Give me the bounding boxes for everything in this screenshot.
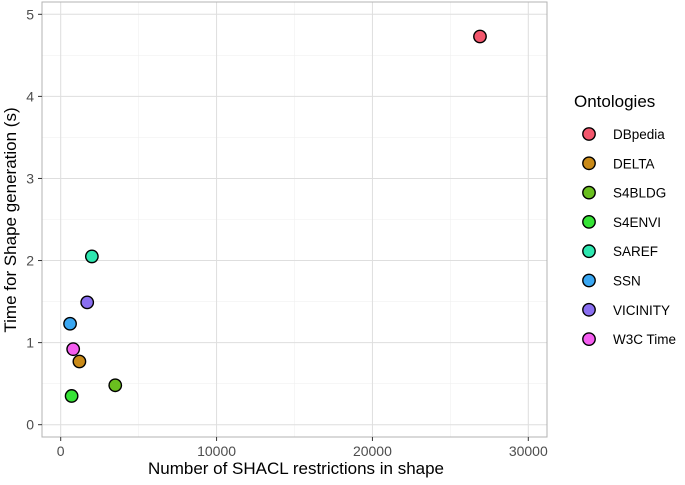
legend-label: DELTA xyxy=(613,156,655,171)
legend-item: DBpedia xyxy=(582,127,665,142)
legend-label: DBpedia xyxy=(613,127,665,142)
point-saref xyxy=(84,249,99,264)
legend-swatch xyxy=(582,214,596,229)
y-tick-label: 3 xyxy=(26,170,34,186)
legend-item: S4ENVI xyxy=(582,214,661,230)
legend-swatch xyxy=(582,244,596,259)
y-tick-label: 0 xyxy=(26,417,34,433)
legend-item: VICINITY xyxy=(582,302,670,318)
x-tick-label: 0 xyxy=(57,443,65,459)
legend-items: DBpedia DELTA S4BLDG S4ENVI SAREF SSN VICINITY… xyxy=(582,127,676,347)
legend-label: S4BLDG xyxy=(613,186,666,201)
y-tick-label: 4 xyxy=(26,88,34,104)
legend-item: SSN xyxy=(582,273,641,289)
y-tick-label: 2 xyxy=(26,253,34,269)
legend-title: Ontologies xyxy=(574,92,655,111)
legend-label: S4ENVI xyxy=(613,215,661,230)
legend-label: SAREF xyxy=(613,244,658,259)
x-tick-label: 10000 xyxy=(197,443,236,459)
point-vicinity xyxy=(80,295,95,310)
point-ssn xyxy=(63,316,77,331)
legend-swatch xyxy=(582,332,596,346)
legend-item: DELTA xyxy=(582,156,655,171)
point-dbpedia xyxy=(473,29,487,44)
legend-label: SSN xyxy=(613,274,641,289)
x-axis-label: Number of SHACL restrictions in shape xyxy=(148,459,444,478)
legend-item: W3C Time xyxy=(582,332,676,347)
point-s4bldg xyxy=(108,378,123,393)
x-axis-ticks: 0 10000 20000 30000 xyxy=(57,437,548,459)
legend-swatch xyxy=(582,185,596,200)
grid-lines xyxy=(42,2,547,437)
legend-swatch xyxy=(582,273,596,288)
y-axis-label: Time for Shape generation (s) xyxy=(1,107,20,332)
y-tick-label: 1 xyxy=(26,335,34,351)
legend-item: S4BLDG xyxy=(582,185,666,201)
x-tick-label: 30000 xyxy=(509,443,548,459)
data-points xyxy=(63,29,487,403)
point-s4envi xyxy=(64,389,79,403)
legend-item: SAREF xyxy=(582,244,658,259)
y-tick-label: 5 xyxy=(26,6,34,22)
x-tick-label: 20000 xyxy=(353,443,392,459)
point-w3c-time xyxy=(66,342,81,357)
point-delta xyxy=(72,354,87,369)
legend-swatch xyxy=(582,127,596,141)
legend-swatch xyxy=(582,302,596,317)
y-axis-ticks: 0 1 2 3 4 5 xyxy=(26,6,42,433)
plot-panel-border xyxy=(41,1,548,438)
legend-label: VICINITY xyxy=(613,303,670,318)
legend: Ontologies DBpedia DELTA S4BLDG S4ENVI SAREF… xyxy=(574,92,676,347)
legend-swatch xyxy=(582,156,596,171)
legend-label: W3C Time xyxy=(613,332,676,347)
